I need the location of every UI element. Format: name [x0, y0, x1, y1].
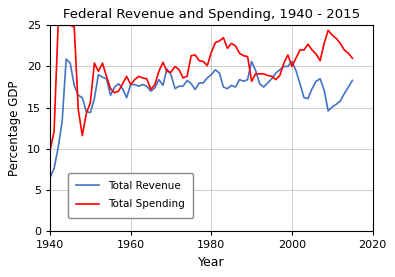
Total Revenue: [156, 78, 161, 81]
Total Revenue: [64, 57, 69, 61]
Line: Total Spending: Total Spending: [50, 25, 352, 150]
Legend: Total Revenue, Total Spending: Total Revenue, Total Spending: [68, 173, 193, 218]
Total Spending: [253, 72, 258, 76]
Total Revenue: [209, 73, 214, 76]
Total Spending: [350, 57, 355, 60]
Total Spending: [56, 24, 60, 27]
Total Spending: [80, 134, 85, 137]
Total Revenue: [245, 78, 250, 81]
Y-axis label: Percentage GDP: Percentage GDP: [8, 80, 21, 176]
Total Spending: [156, 70, 161, 73]
Total Revenue: [350, 79, 355, 82]
Total Revenue: [253, 69, 258, 72]
Total Spending: [48, 149, 53, 152]
Total Revenue: [48, 176, 53, 179]
Total Revenue: [293, 69, 298, 72]
Line: Total Revenue: Total Revenue: [50, 59, 352, 178]
Title: Federal Revenue and Spending, 1940 - 2015: Federal Revenue and Spending, 1940 - 201…: [63, 8, 360, 21]
Total Spending: [293, 57, 298, 60]
Total Spending: [209, 51, 214, 54]
Total Revenue: [80, 96, 85, 99]
Total Spending: [245, 55, 250, 58]
X-axis label: Year: Year: [198, 256, 225, 269]
